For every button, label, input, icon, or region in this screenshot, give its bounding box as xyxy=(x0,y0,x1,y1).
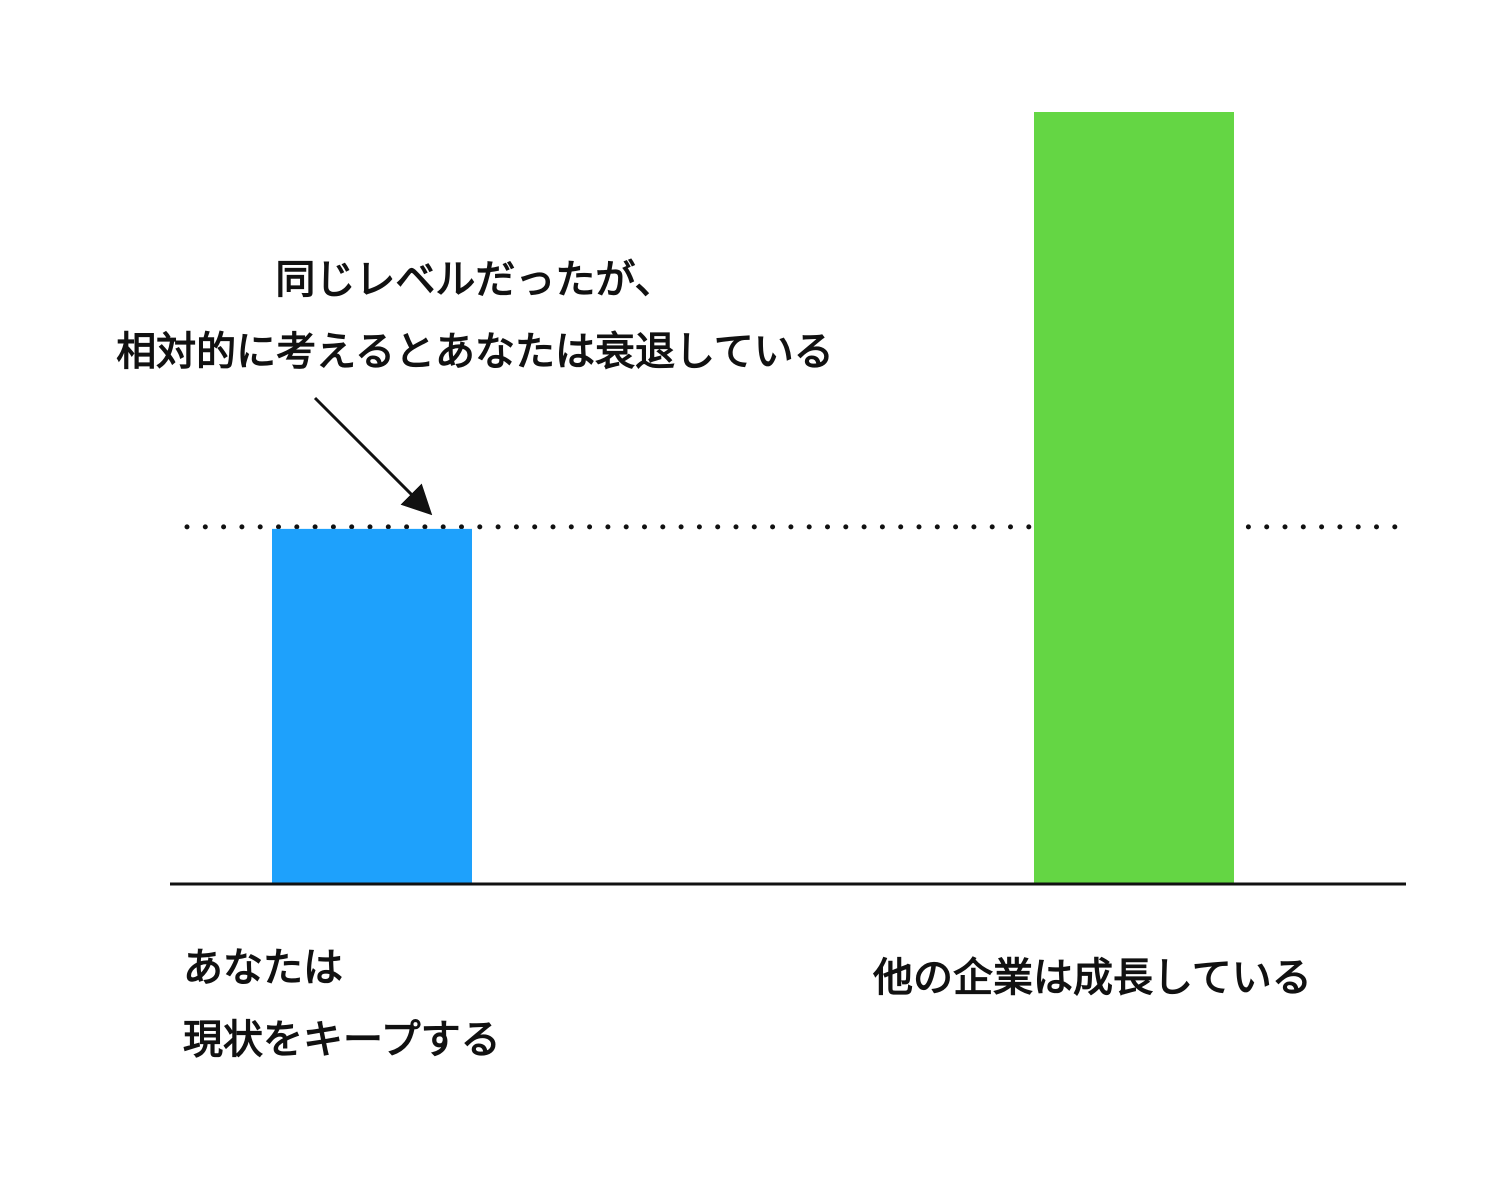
bar xyxy=(272,528,472,884)
bar xyxy=(1034,112,1234,884)
annotation: 同じレベルだったが、 相対的に考えるとあなたは衰退している xyxy=(116,257,834,375)
annotation-arrow xyxy=(313,396,433,516)
category-label: あなたは 現状をキープする xyxy=(183,945,501,1063)
category-label: 他の企業は成長している xyxy=(873,955,1312,1001)
